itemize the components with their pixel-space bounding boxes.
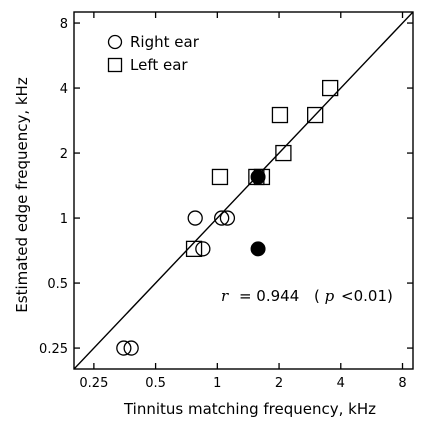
- correlation-annotation: r = 0.944 ( p <0.01): [221, 287, 393, 305]
- legend-label-right-ear: Right ear: [130, 33, 200, 51]
- data-point-square-open-4: [271, 106, 289, 124]
- p-symbol: p: [325, 287, 335, 305]
- data-point-circle-filled-1: [250, 241, 266, 257]
- x-tick-label-1: 0.5: [145, 376, 166, 391]
- r-value: = 0.944: [239, 287, 299, 305]
- data-point-square-open-5: [275, 144, 292, 162]
- points-layer: [116, 79, 339, 356]
- regression-layer: [74, 12, 413, 369]
- data-point-circle-open-0: [116, 340, 132, 356]
- x-axis-label: Tinnitus matching frequency, kHz: [123, 400, 376, 418]
- legend-label-left-ear: Left ear: [130, 56, 188, 74]
- plot-frame: [73, 11, 414, 370]
- y-axis-label: Estimated edge frequency, kHz: [13, 77, 31, 313]
- legend-square-marker: [107, 57, 123, 73]
- y-tick-label-2: 1: [60, 212, 68, 227]
- data-point-circle-open-4: [214, 210, 230, 226]
- p-open: (: [314, 287, 320, 305]
- data-point-square-open-7: [322, 79, 339, 97]
- y-tick-label-4: 4: [60, 82, 68, 97]
- data-point-circle-open-3: [195, 241, 211, 257]
- y-tick-label-5: 8: [60, 17, 68, 32]
- data-point-square-open-0: [185, 240, 203, 258]
- data-point-circle-open-2: [187, 210, 203, 226]
- data-point-circle-filled-0: [250, 169, 266, 185]
- data-point-circle-open-1: [123, 340, 139, 356]
- x-tick-label-2: 1: [213, 376, 221, 391]
- r-symbol: r: [221, 287, 229, 305]
- x-tick-label-5: 8: [398, 376, 406, 391]
- x-tick-label-4: 4: [337, 376, 345, 391]
- y-tick-label-1: 0.5: [47, 277, 68, 292]
- data-point-circle-open-5: [219, 210, 236, 226]
- p-value: <0.01): [341, 287, 393, 305]
- x-tick-label-0: 0.25: [79, 376, 108, 391]
- y-tick-label-0: 0.25: [39, 342, 68, 357]
- data-point-square-open-6: [307, 106, 324, 124]
- ticks-layer: 0.25 0.5 1 2 4 8 0.25 0.5 1 2 4 8: [39, 12, 413, 391]
- legend-circle-marker: [107, 34, 123, 50]
- y-tick-label-3: 2: [60, 147, 68, 162]
- regression-line: [74, 12, 413, 369]
- data-point-square-open-1: [211, 168, 229, 186]
- legend: Right ear Left ear: [107, 33, 200, 74]
- x-tick-label-3: 2: [275, 376, 283, 391]
